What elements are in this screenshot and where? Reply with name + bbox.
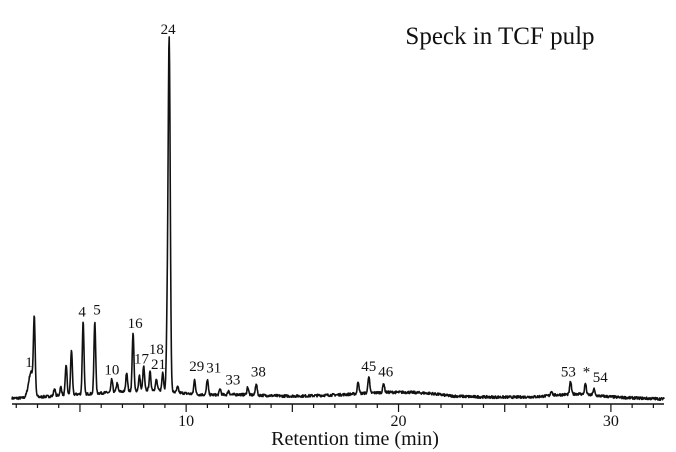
peak-label: 24 — [161, 22, 177, 38]
peak-label: 18 — [149, 342, 164, 358]
peak-label: * — [583, 364, 591, 380]
plot-area — [11, 36, 665, 401]
peak-label: 21 — [151, 357, 166, 373]
peak-label: 54 — [593, 370, 609, 386]
peak-label: 29 — [189, 359, 204, 375]
peak-label: 46 — [378, 364, 394, 380]
peak-label: 16 — [128, 316, 144, 332]
x-axis: 10 20 30 — [12, 403, 664, 430]
peak-label: 4 — [78, 305, 86, 321]
peak-label: 10 — [104, 363, 119, 379]
peak-label: 5 — [93, 303, 101, 319]
peak-label: 17 — [134, 351, 150, 367]
peak-label: 1 — [25, 355, 33, 371]
peak-label: 38 — [251, 364, 266, 380]
x-tick-label: 10 — [178, 413, 194, 430]
chromatogram-trace — [11, 36, 665, 401]
x-tick-label: 30 — [603, 413, 619, 430]
x-tick-label: 20 — [391, 413, 407, 430]
peak-label: 53 — [561, 364, 576, 380]
peak-label: 33 — [225, 373, 240, 389]
x-axis-title: Retention time (min) — [271, 428, 439, 450]
peak-label: 31 — [206, 361, 221, 377]
chart-title: Speck in TCF pulp — [405, 23, 594, 50]
peak-label: 45 — [361, 359, 376, 375]
